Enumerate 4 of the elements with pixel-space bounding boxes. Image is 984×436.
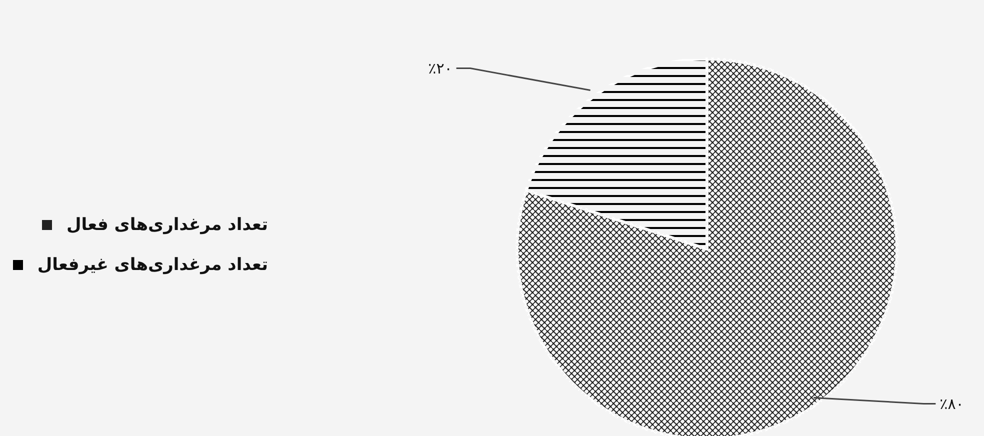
legend-label: تعداد مرغداری‌های فعال: [66, 215, 268, 235]
legend-label: تعداد مرغداری‌های غیرفعال: [37, 255, 268, 275]
data-label: ٪۲۰: [428, 60, 452, 78]
data-label: ٪۸۰: [940, 394, 964, 413]
